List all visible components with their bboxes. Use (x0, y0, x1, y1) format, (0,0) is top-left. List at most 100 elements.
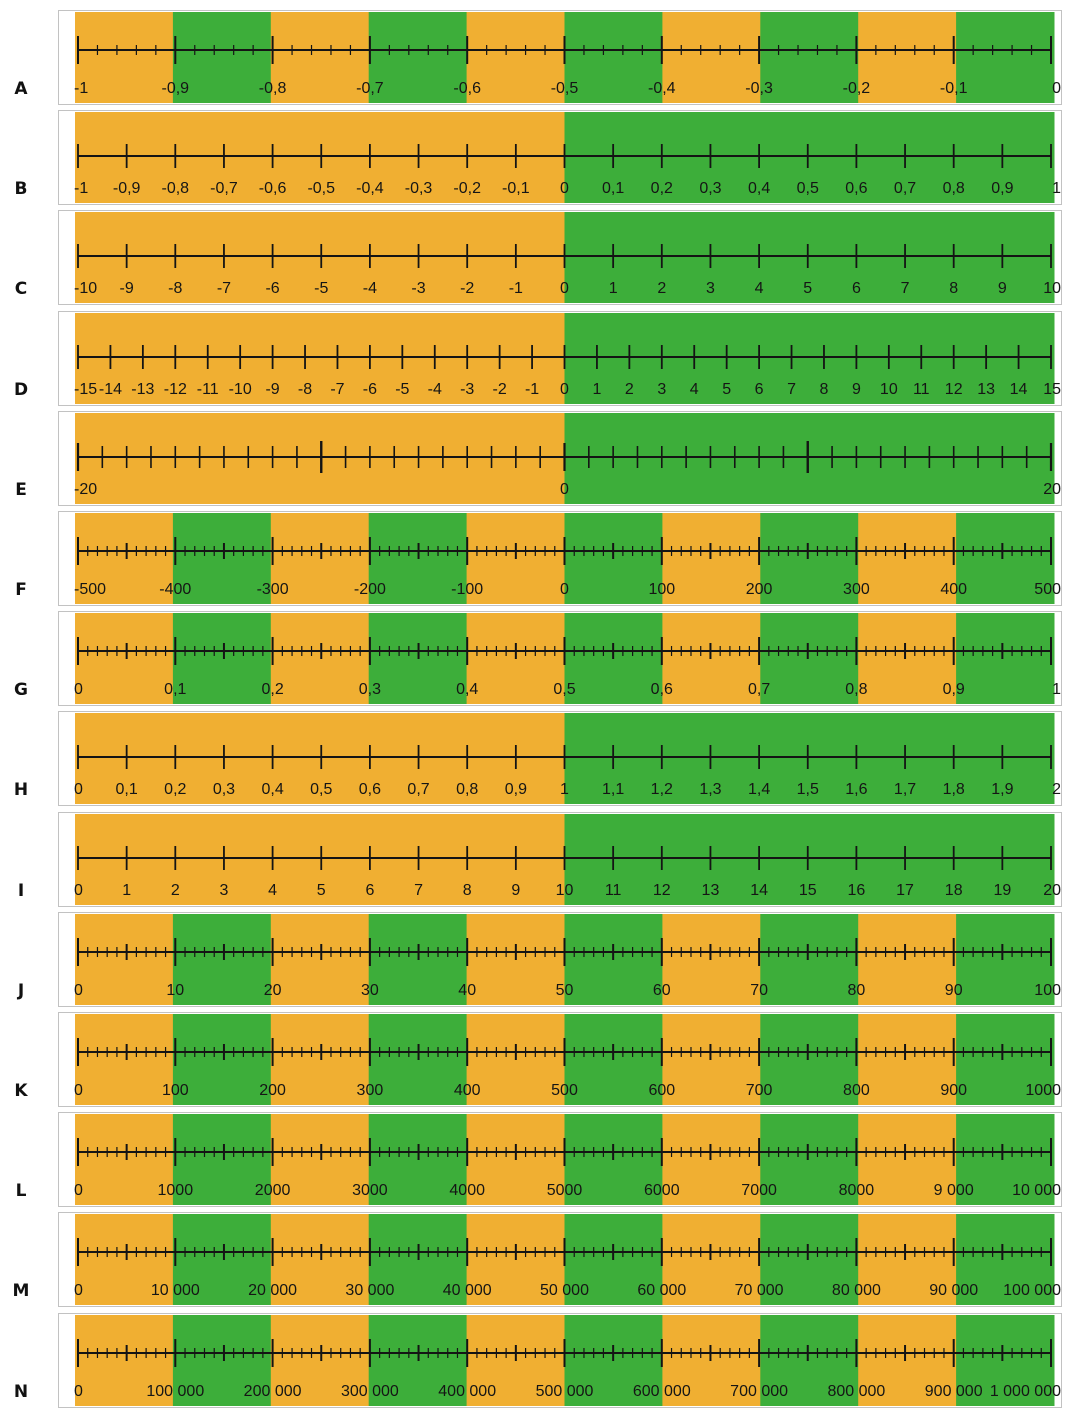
tick-label: 100 (162, 1082, 189, 1099)
green-band (760, 1014, 859, 1105)
number-line-svg: 0 0,1 0,2 0,3 0,4 0,5 0,6 0,7 0,8 0,9 1 1,1 1,2 1,3 1,… (74, 713, 1061, 805)
orange-band (75, 513, 174, 604)
tick-label: 0,3 (699, 180, 721, 197)
tick-label: 1 (1052, 180, 1061, 197)
tick-label: 100 (1034, 982, 1061, 999)
tick-label: 90 000 (929, 1282, 978, 1299)
tick-label: 0 (74, 982, 83, 999)
tick-label: 0,1 (116, 781, 138, 798)
tick-label: 0,7 (748, 681, 770, 698)
green-band (172, 1114, 272, 1206)
tick-label: -12 (164, 381, 187, 398)
tick-label: -1 (74, 180, 88, 197)
tick-label: 0,6 (359, 781, 381, 798)
tick-label: 100 000 (146, 1383, 204, 1400)
tick-label: 40 000 (443, 1282, 492, 1299)
tick-label: 0,9 (505, 781, 527, 798)
green-band (760, 913, 859, 1005)
number-line-svg: 0 100 200 300 400 500 600 700 800 900 1000 (74, 1014, 1061, 1105)
orange-band (858, 613, 957, 705)
tick-label: 0,5 (553, 681, 575, 698)
orange-band (662, 913, 761, 1005)
number-line-svg: -500 -400 -300 -200 -100 0 100 200 300 400 500 (74, 513, 1061, 604)
tick-label: 0,8 (845, 681, 867, 698)
tick-label: 3 (706, 280, 715, 297)
tick-label: -0,5 (551, 80, 579, 97)
orange-band (466, 12, 565, 103)
orange-band (858, 913, 957, 1005)
tick-label: 300 (357, 1082, 384, 1099)
tick-label: 1000 (158, 1182, 194, 1199)
green-band (172, 1314, 272, 1406)
tick-label: 1000 (1025, 1082, 1061, 1099)
tick-label: -300 (257, 581, 289, 598)
number-line-row-m: M 0 10 000 20 000 30 000 40 000 50 000 60 000 70… (0, 1212, 1069, 1308)
tick-label: -400 (159, 581, 191, 598)
green-band (760, 12, 859, 103)
tick-label: 0,3 (213, 781, 235, 798)
row-letter: M (12, 1281, 30, 1302)
tick-label: -10 (74, 280, 97, 297)
tick-label: 11 (605, 882, 622, 899)
orange-band (662, 1214, 761, 1306)
tick-label: 18 (945, 882, 963, 899)
tick-label: -2 (493, 381, 507, 398)
tick-label: 20 (1043, 882, 1061, 899)
tick-label: 5 (317, 882, 326, 899)
tick-label: 200 (746, 581, 773, 598)
orange-band (75, 412, 565, 504)
tick-label: 4000 (449, 1182, 485, 1199)
tick-label: 300 (843, 581, 870, 598)
green-band (564, 813, 1055, 905)
tick-label: 2 (625, 381, 634, 398)
green-band (760, 1214, 859, 1306)
tick-label: 4 (268, 882, 277, 899)
orange-band (75, 1314, 174, 1406)
tick-label: 19 (993, 882, 1011, 899)
orange-band (75, 1214, 174, 1306)
tick-label: 0,9 (943, 681, 965, 698)
tick-label: 8 (949, 280, 958, 297)
tick-label: 14 (1010, 381, 1028, 398)
tick-label: 1,6 (845, 781, 867, 798)
tick-label: 10 (556, 882, 574, 899)
tick-label: 8000 (839, 1182, 875, 1199)
number-line-row-e: E -20 0 20 (0, 410, 1069, 506)
tick-label: 13 (702, 882, 720, 899)
tick-label: 50 (556, 982, 574, 999)
green-band (956, 1214, 1055, 1306)
tick-label: 700 (746, 1082, 773, 1099)
tick-label: 0,8 (943, 180, 965, 197)
tick-label: 100 (648, 581, 675, 598)
tick-label: -0,8 (162, 180, 190, 197)
orange-band (75, 713, 565, 805)
tick-label: -0,1 (940, 80, 968, 97)
tick-label: 1 (1052, 681, 1061, 698)
tick-label: 0,8 (456, 781, 478, 798)
row-letter: G (14, 680, 28, 701)
number-line-svg: 0 1000 2000 3000 4000 5000 6000 7000 8000 9 000 10… (74, 1114, 1061, 1206)
tick-label: 0 (560, 180, 569, 197)
tick-label: 1 (592, 381, 601, 398)
green-band (956, 913, 1055, 1005)
green-band (564, 12, 663, 103)
orange-band (75, 613, 174, 705)
number-line-svg: 0 0,1 0,2 0,3 0,4 0,5 0,6 0,7 0,8 0,9 1 (74, 613, 1061, 705)
tick-label: 2 (657, 280, 666, 297)
tick-label: 5000 (547, 1182, 583, 1199)
tick-label: 6 (755, 381, 764, 398)
tick-label: 5 (803, 280, 812, 297)
tick-label: 4 (690, 381, 699, 398)
tick-label: -7 (330, 381, 344, 398)
orange-band (270, 913, 370, 1005)
tick-label: -4 (363, 280, 377, 297)
tick-label: -8 (168, 280, 182, 297)
tick-label: 900 (940, 1082, 967, 1099)
orange-band (662, 513, 761, 604)
tick-label: -0,1 (502, 180, 530, 197)
tick-label: -2 (460, 280, 474, 297)
tick-label: -500 (74, 581, 106, 598)
tick-label: -15 (74, 381, 97, 398)
tick-label: 16 (848, 882, 866, 899)
tick-label: 900 000 (925, 1383, 983, 1400)
